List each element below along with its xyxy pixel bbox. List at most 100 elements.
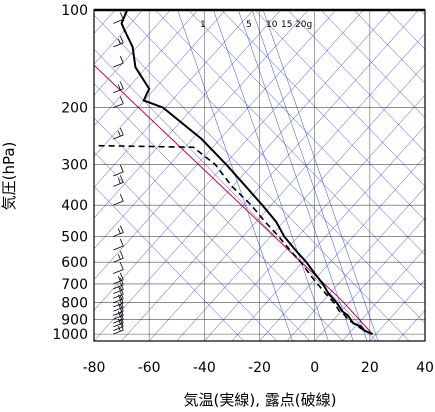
moist-adiabat [341, 300, 373, 335]
x-tick-label: 20 [361, 360, 379, 376]
barb-flag [117, 254, 121, 260]
y-tick-label: 100 [61, 3, 88, 19]
wind-barb [113, 262, 124, 274]
barb-staff [113, 257, 124, 263]
mixing-ratio-line [238, 10, 354, 341]
dry-adiabat [320, 10, 425, 119]
dry-adiabat [94, 48, 377, 341]
mixing-ratio-label: 1 [200, 20, 206, 30]
mixing-ratio-line [262, 10, 379, 341]
mixing-ratio-line [213, 10, 329, 341]
barb-flag [117, 275, 121, 282]
dry-adiabat [122, 10, 425, 324]
skewed-isotherm [342, 248, 425, 341]
skewed-isotherm [286, 186, 425, 341]
dry-adiabat [94, 151, 277, 341]
dry-adiabat [254, 10, 425, 187]
mixing-ratio-label: 20g [295, 20, 312, 30]
x-tick-label: -20 [248, 360, 271, 376]
barb-staff [113, 103, 124, 108]
wind-barb [113, 96, 124, 108]
mixing-ratio-labels: 1 5 10 15 20g [200, 20, 312, 30]
wind-barb [113, 12, 124, 24]
skewed-isotherm [176, 63, 425, 341]
barb-staff [113, 293, 124, 299]
skewed-isotherm [94, 10, 226, 157]
barb-flag [119, 287, 124, 295]
skewed-isotherm [94, 10, 337, 280]
wind-barbs [113, 12, 124, 335]
skewed-isotherm [94, 10, 199, 127]
dry-adiabat [287, 10, 425, 153]
wind-barb [113, 55, 124, 68]
barb-flag [119, 164, 124, 173]
barb-staff [113, 289, 124, 295]
barb-flag [117, 178, 121, 184]
barb-staff [113, 269, 124, 274]
wind-barb [113, 193, 124, 206]
barb-staff [113, 306, 124, 312]
wind-barb [113, 319, 124, 331]
barb-staff [113, 181, 124, 187]
barb-flag [119, 262, 124, 270]
dry-adiabat [94, 185, 244, 341]
barb-staff [113, 88, 124, 94]
wind-barb [113, 238, 124, 251]
y-axis-label: 気圧(hPa) [0, 142, 18, 211]
dry-adiabat [419, 10, 425, 16]
barb-flag [117, 325, 121, 332]
wind-barb [113, 251, 124, 263]
wind-barb [113, 127, 124, 140]
mixing-ratio-label: 10 [266, 20, 278, 30]
skewed-isotherm [94, 10, 254, 188]
wind-barb [113, 164, 124, 177]
barb-flag [117, 303, 121, 309]
y-tick-label: 1000 [52, 327, 88, 343]
barb-flag [119, 193, 124, 202]
barb-flag [117, 130, 121, 137]
barb-staff [113, 19, 124, 24]
chart-background-lines [94, 10, 425, 341]
skewed-isotherm [94, 10, 171, 96]
mixing-ratio-label: 5 [246, 20, 252, 30]
skewed-isotherm [94, 10, 281, 219]
barb-flag [119, 272, 124, 281]
wind-barb [113, 35, 124, 48]
dry-adiabat [353, 10, 425, 84]
barb-flag [119, 127, 124, 136]
barb-flag [119, 225, 124, 233]
barb-flag [117, 294, 121, 300]
barb-flag [119, 251, 124, 259]
mixing-ratio-line [251, 10, 368, 341]
barb-staff [113, 326, 124, 331]
skewed-isotherm [397, 309, 425, 341]
barb-flag [119, 35, 124, 44]
y-tick-label: 200 [61, 101, 88, 117]
x-axis-ticks: -80 -60 -40 -20 0 20 40 [83, 360, 434, 376]
y-tick-label: 400 [61, 198, 88, 214]
skewed-isotherm [314, 217, 425, 341]
y-tick-label: 900 [61, 312, 88, 328]
barb-staff [113, 232, 124, 237]
barb-staff [113, 279, 124, 285]
barb-staff [113, 200, 124, 206]
skewed-isotherm [94, 10, 392, 341]
skewed-isotherm [94, 10, 309, 250]
y-tick-label: 300 [61, 158, 88, 174]
barb-staff [113, 284, 124, 290]
moist-adiabat [94, 64, 343, 302]
wind-barb [113, 287, 124, 299]
wind-barb [113, 175, 124, 187]
sounding-series [94, 10, 373, 336]
barb-staff [113, 134, 124, 140]
dry-adiabat [94, 14, 410, 341]
barb-staff [113, 322, 124, 328]
skewed-isotherm [148, 33, 425, 341]
dry-adiabat [155, 10, 425, 290]
barb-flag [119, 238, 124, 247]
y-tick-label: 600 [61, 255, 88, 271]
barb-staff [113, 62, 124, 68]
x-tick-label: 40 [416, 360, 434, 376]
x-axis-label: 気温(実線), 露点(破線) [184, 391, 337, 409]
barb-flag [117, 318, 121, 325]
